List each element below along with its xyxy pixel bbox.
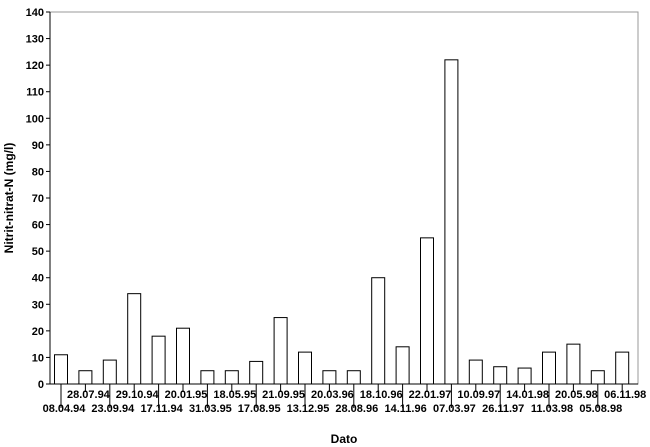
bar bbox=[517, 367, 532, 385]
y-tick-label: 30 bbox=[32, 299, 44, 311]
y-tick-label: 120 bbox=[26, 60, 44, 72]
y-tick-label: 70 bbox=[32, 193, 44, 205]
x-tick-label: 17.11.94 bbox=[140, 403, 183, 415]
x-tick-label: 28.07.94 bbox=[67, 389, 111, 401]
bar bbox=[54, 354, 68, 385]
bar bbox=[176, 327, 190, 385]
y-tick-label: 50 bbox=[32, 246, 44, 258]
bar bbox=[395, 346, 410, 385]
x-axis-title: Dato bbox=[331, 432, 358, 446]
y-axis: 0 10 20 30 40 50 60 70 80 90 100 110 120 130 140 bbox=[26, 7, 51, 391]
y-tick-label: 100 bbox=[26, 113, 44, 125]
x-tick-label: 17.08.95 bbox=[238, 403, 281, 415]
x-tick-label: 06.11.98 bbox=[604, 389, 646, 401]
x-tick-label: 21.09.95 bbox=[262, 389, 305, 401]
bar bbox=[273, 317, 288, 385]
bar bbox=[151, 335, 166, 385]
y-tick-label: 130 bbox=[26, 34, 44, 46]
x-tick-label: 10.09.97 bbox=[457, 389, 500, 401]
x-tick-label: 07.03.97 bbox=[433, 403, 476, 415]
bar bbox=[346, 370, 361, 385]
x-tick-label: 20.03.96 bbox=[311, 389, 354, 401]
bar bbox=[322, 370, 337, 385]
y-tick-label: 80 bbox=[32, 166, 44, 178]
bar bbox=[102, 359, 117, 385]
x-tick-label: 22.01.97 bbox=[409, 389, 452, 401]
bar bbox=[127, 293, 142, 385]
bars-group bbox=[54, 59, 630, 385]
bar bbox=[200, 370, 215, 385]
bar bbox=[444, 59, 459, 385]
x-tick-label: 26.11.97 bbox=[482, 403, 524, 415]
x-tick-label: 20.01.95 bbox=[165, 389, 208, 401]
bar bbox=[420, 237, 434, 385]
y-tick-label: 20 bbox=[32, 326, 44, 338]
bar bbox=[224, 370, 239, 385]
x-tick-label: 18.05.95 bbox=[213, 389, 256, 401]
y-tick-label: 110 bbox=[26, 87, 44, 99]
x-tick-label: 31.03.95 bbox=[189, 403, 232, 415]
bar bbox=[78, 370, 93, 385]
bar bbox=[590, 370, 605, 385]
y-tick-label: 40 bbox=[32, 273, 44, 285]
x-tick-label: 18.10.96 bbox=[360, 389, 403, 401]
x-tick-label: 28.08.96 bbox=[335, 403, 378, 415]
y-tick-label: 10 bbox=[32, 352, 44, 364]
y-tick-label: 90 bbox=[32, 140, 44, 152]
y-tick-label: 0 bbox=[38, 379, 44, 391]
x-tick-label: 23.09.94 bbox=[91, 403, 135, 415]
x-tick-label: 29.10.94 bbox=[116, 389, 160, 401]
x-tick-label: 05.08.98 bbox=[579, 403, 622, 415]
x-tick-label: 13.12.95 bbox=[287, 403, 330, 415]
bar bbox=[371, 277, 386, 385]
bar bbox=[298, 351, 312, 385]
x-tick-label: 14.01.98 bbox=[506, 389, 549, 401]
x-axis: 08.04.94 28.07.94 23.09.94 29.10.94 17.11.94… bbox=[43, 383, 646, 415]
x-tick-label: 08.04.94 bbox=[43, 403, 87, 415]
y-axis-title: Nitrit-nitrat-N (mg/l) bbox=[2, 143, 16, 254]
bar bbox=[566, 343, 581, 385]
y-tick-label: 140 bbox=[26, 7, 44, 19]
x-tick-label: 14.11.96 bbox=[384, 403, 426, 415]
x-tick-label: 11.03.98 bbox=[531, 403, 573, 415]
bar bbox=[468, 359, 483, 385]
x-tick-label: 20.05.98 bbox=[555, 389, 598, 401]
bar bbox=[249, 360, 264, 385]
bar bbox=[493, 366, 508, 385]
bar bbox=[615, 351, 630, 385]
y-tick-label: 60 bbox=[32, 220, 44, 232]
bar bbox=[542, 351, 556, 385]
